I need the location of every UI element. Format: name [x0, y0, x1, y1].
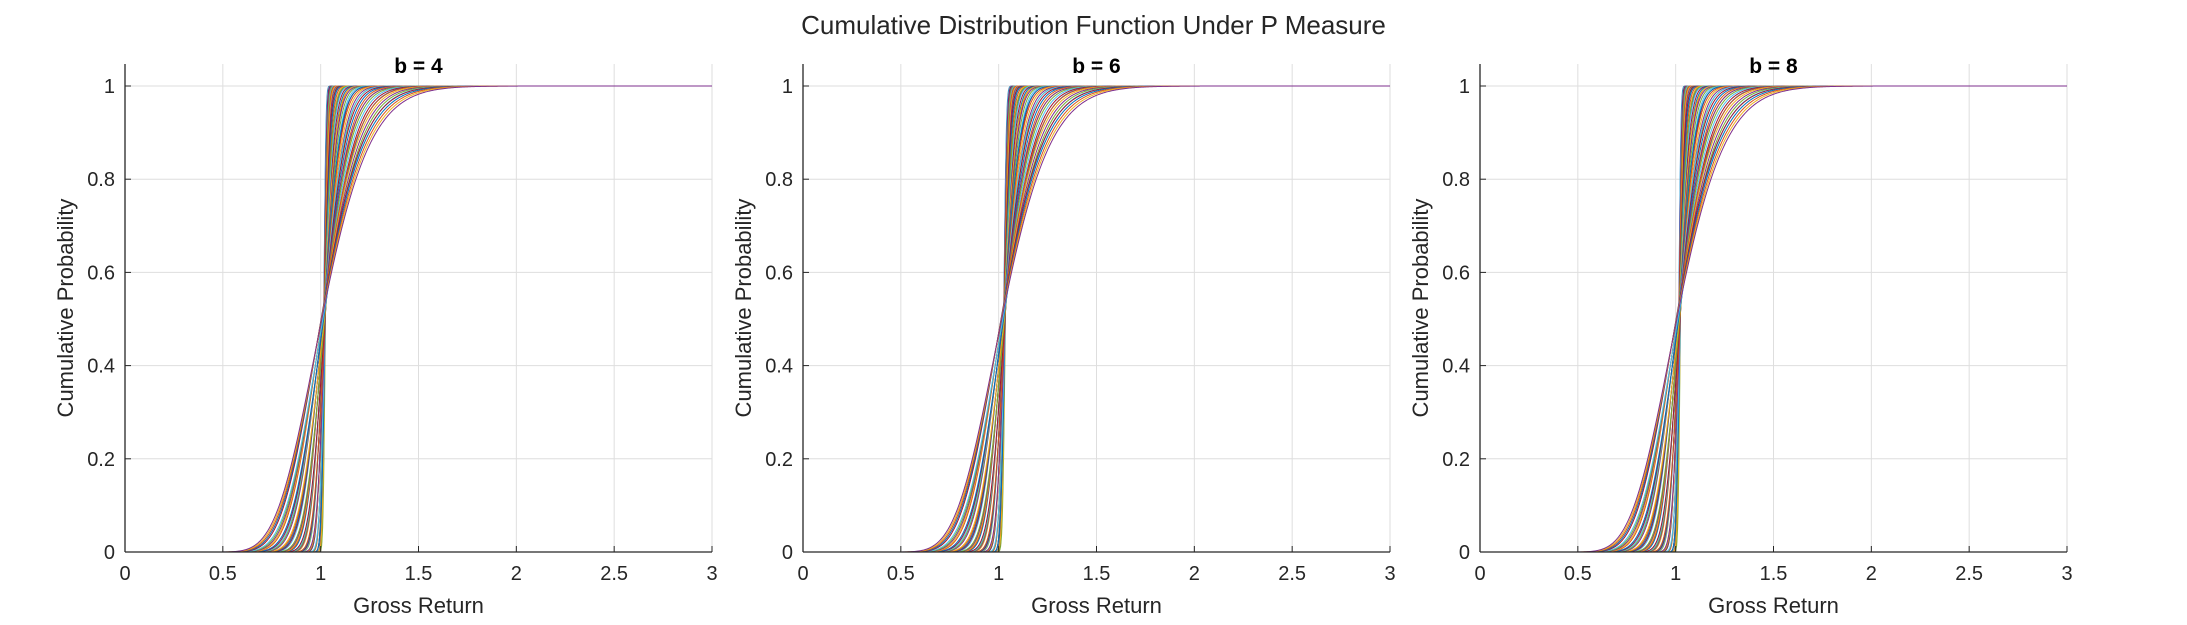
- y-tick-label: 0: [104, 542, 115, 564]
- x-tick-label: 1: [993, 563, 1004, 585]
- y-tick-label: 1: [1459, 76, 1470, 98]
- series-group: [125, 85, 712, 552]
- y-axis-label: Cumulative Probability: [1408, 199, 1433, 418]
- x-tick-label: 1.5: [1083, 563, 1111, 585]
- subplot-b-4: 0 0.5 1 1.5 2 2.5 3 0 0.2 0.4 0.6 0.8 1 b = 4 Gross Re…: [53, 55, 718, 618]
- x-tick-label: 3: [2061, 563, 2072, 585]
- x-tick-label: 0.5: [1564, 563, 1592, 585]
- subplot-title: b = 6: [1072, 55, 1120, 78]
- y-tick-label: 0.2: [87, 449, 115, 471]
- x-tick-label: 0: [119, 563, 130, 585]
- subplot-title: b = 4: [394, 55, 443, 78]
- x-tick-label: 1: [1670, 563, 1681, 585]
- x-tick-label: 3: [1384, 563, 1395, 585]
- x-tick-label: 2.5: [1955, 563, 1983, 585]
- y-tick-label: 0.4: [1442, 356, 1470, 378]
- y-axis-label: Cumulative Probability: [731, 199, 756, 418]
- y-tick-label: 0.2: [1442, 449, 1470, 471]
- x-tick-label: 0.5: [887, 563, 915, 585]
- y-tick-label: 0.6: [87, 262, 115, 284]
- x-tick-label: 2: [511, 563, 522, 585]
- x-axis-label: Gross Return: [1708, 593, 1839, 618]
- y-tick-label: 0: [1459, 542, 1470, 564]
- y-tick-label: 0.8: [765, 169, 793, 191]
- y-tick-label: 0.6: [1442, 262, 1470, 284]
- x-axis-label: Gross Return: [1031, 593, 1162, 618]
- x-axis-label: Gross Return: [353, 593, 484, 618]
- x-tick-label: 1: [315, 563, 326, 585]
- figure-title: Cumulative Distribution Function Under P…: [801, 10, 1386, 40]
- subplot-b-8: 0 0.5 1 1.5 2 2.5 3 0 0.2 0.4 0.6 0.8 1 b = 8 Gross Re…: [1408, 55, 2073, 618]
- x-tick-label: 0: [797, 563, 808, 585]
- subplot-title: b = 8: [1749, 55, 1798, 78]
- x-tick-label: 2: [1866, 563, 1877, 585]
- x-tick-label: 1.5: [405, 563, 433, 585]
- y-tick-label: 1: [104, 76, 115, 98]
- y-tick-label: 0.6: [765, 262, 793, 284]
- y-tick-label: 0.2: [765, 449, 793, 471]
- y-tick-label: 0.8: [1442, 169, 1470, 191]
- y-tick-label: 0.4: [87, 356, 115, 378]
- x-tick-label: 2.5: [600, 563, 628, 585]
- subplot-b-6: 0 0.5 1 1.5 2 2.5 3 0 0.2 0.4 0.6 0.8 1 b = 6 Gross Re…: [731, 55, 1396, 618]
- x-tick-label: 0.5: [209, 563, 237, 585]
- series-group: [1480, 85, 2067, 552]
- y-tick-label: 0: [782, 542, 793, 564]
- x-tick-label: 2.5: [1278, 563, 1306, 585]
- x-tick-label: 0: [1474, 563, 1485, 585]
- y-axis-label: Cumulative Probability: [53, 199, 78, 418]
- x-tick-label: 1.5: [1760, 563, 1788, 585]
- x-tick-label: 2: [1189, 563, 1200, 585]
- y-tick-label: 0.4: [765, 356, 793, 378]
- x-tick-label: 3: [706, 563, 717, 585]
- y-tick-label: 0.8: [87, 169, 115, 191]
- y-tick-label: 1: [782, 76, 793, 98]
